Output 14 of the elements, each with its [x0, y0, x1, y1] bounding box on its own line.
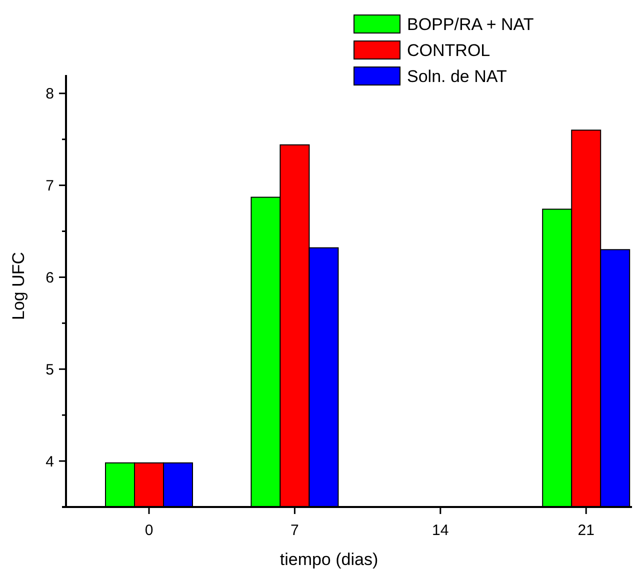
- y-tick-label: 7: [46, 178, 54, 195]
- y-axis-title: Log UFC: [9, 252, 28, 320]
- x-axis-title: tiempo (dias): [280, 550, 378, 569]
- legend-label: Soln. de NAT: [407, 66, 507, 86]
- y-tick-label: 5: [46, 361, 54, 378]
- y-tick-label: 8: [46, 86, 54, 103]
- y-tick-label: 4: [46, 453, 54, 470]
- legend-label: CONTROL: [407, 40, 490, 60]
- x-tick-label: 14: [432, 522, 449, 539]
- x-tick-label: 21: [578, 522, 594, 539]
- legend-label: BOPP/RA + NAT: [407, 14, 534, 34]
- x-tick-label: 0: [144, 522, 154, 539]
- y-tick-label: 6: [46, 269, 54, 286]
- x-tick-label: 7: [290, 522, 299, 539]
